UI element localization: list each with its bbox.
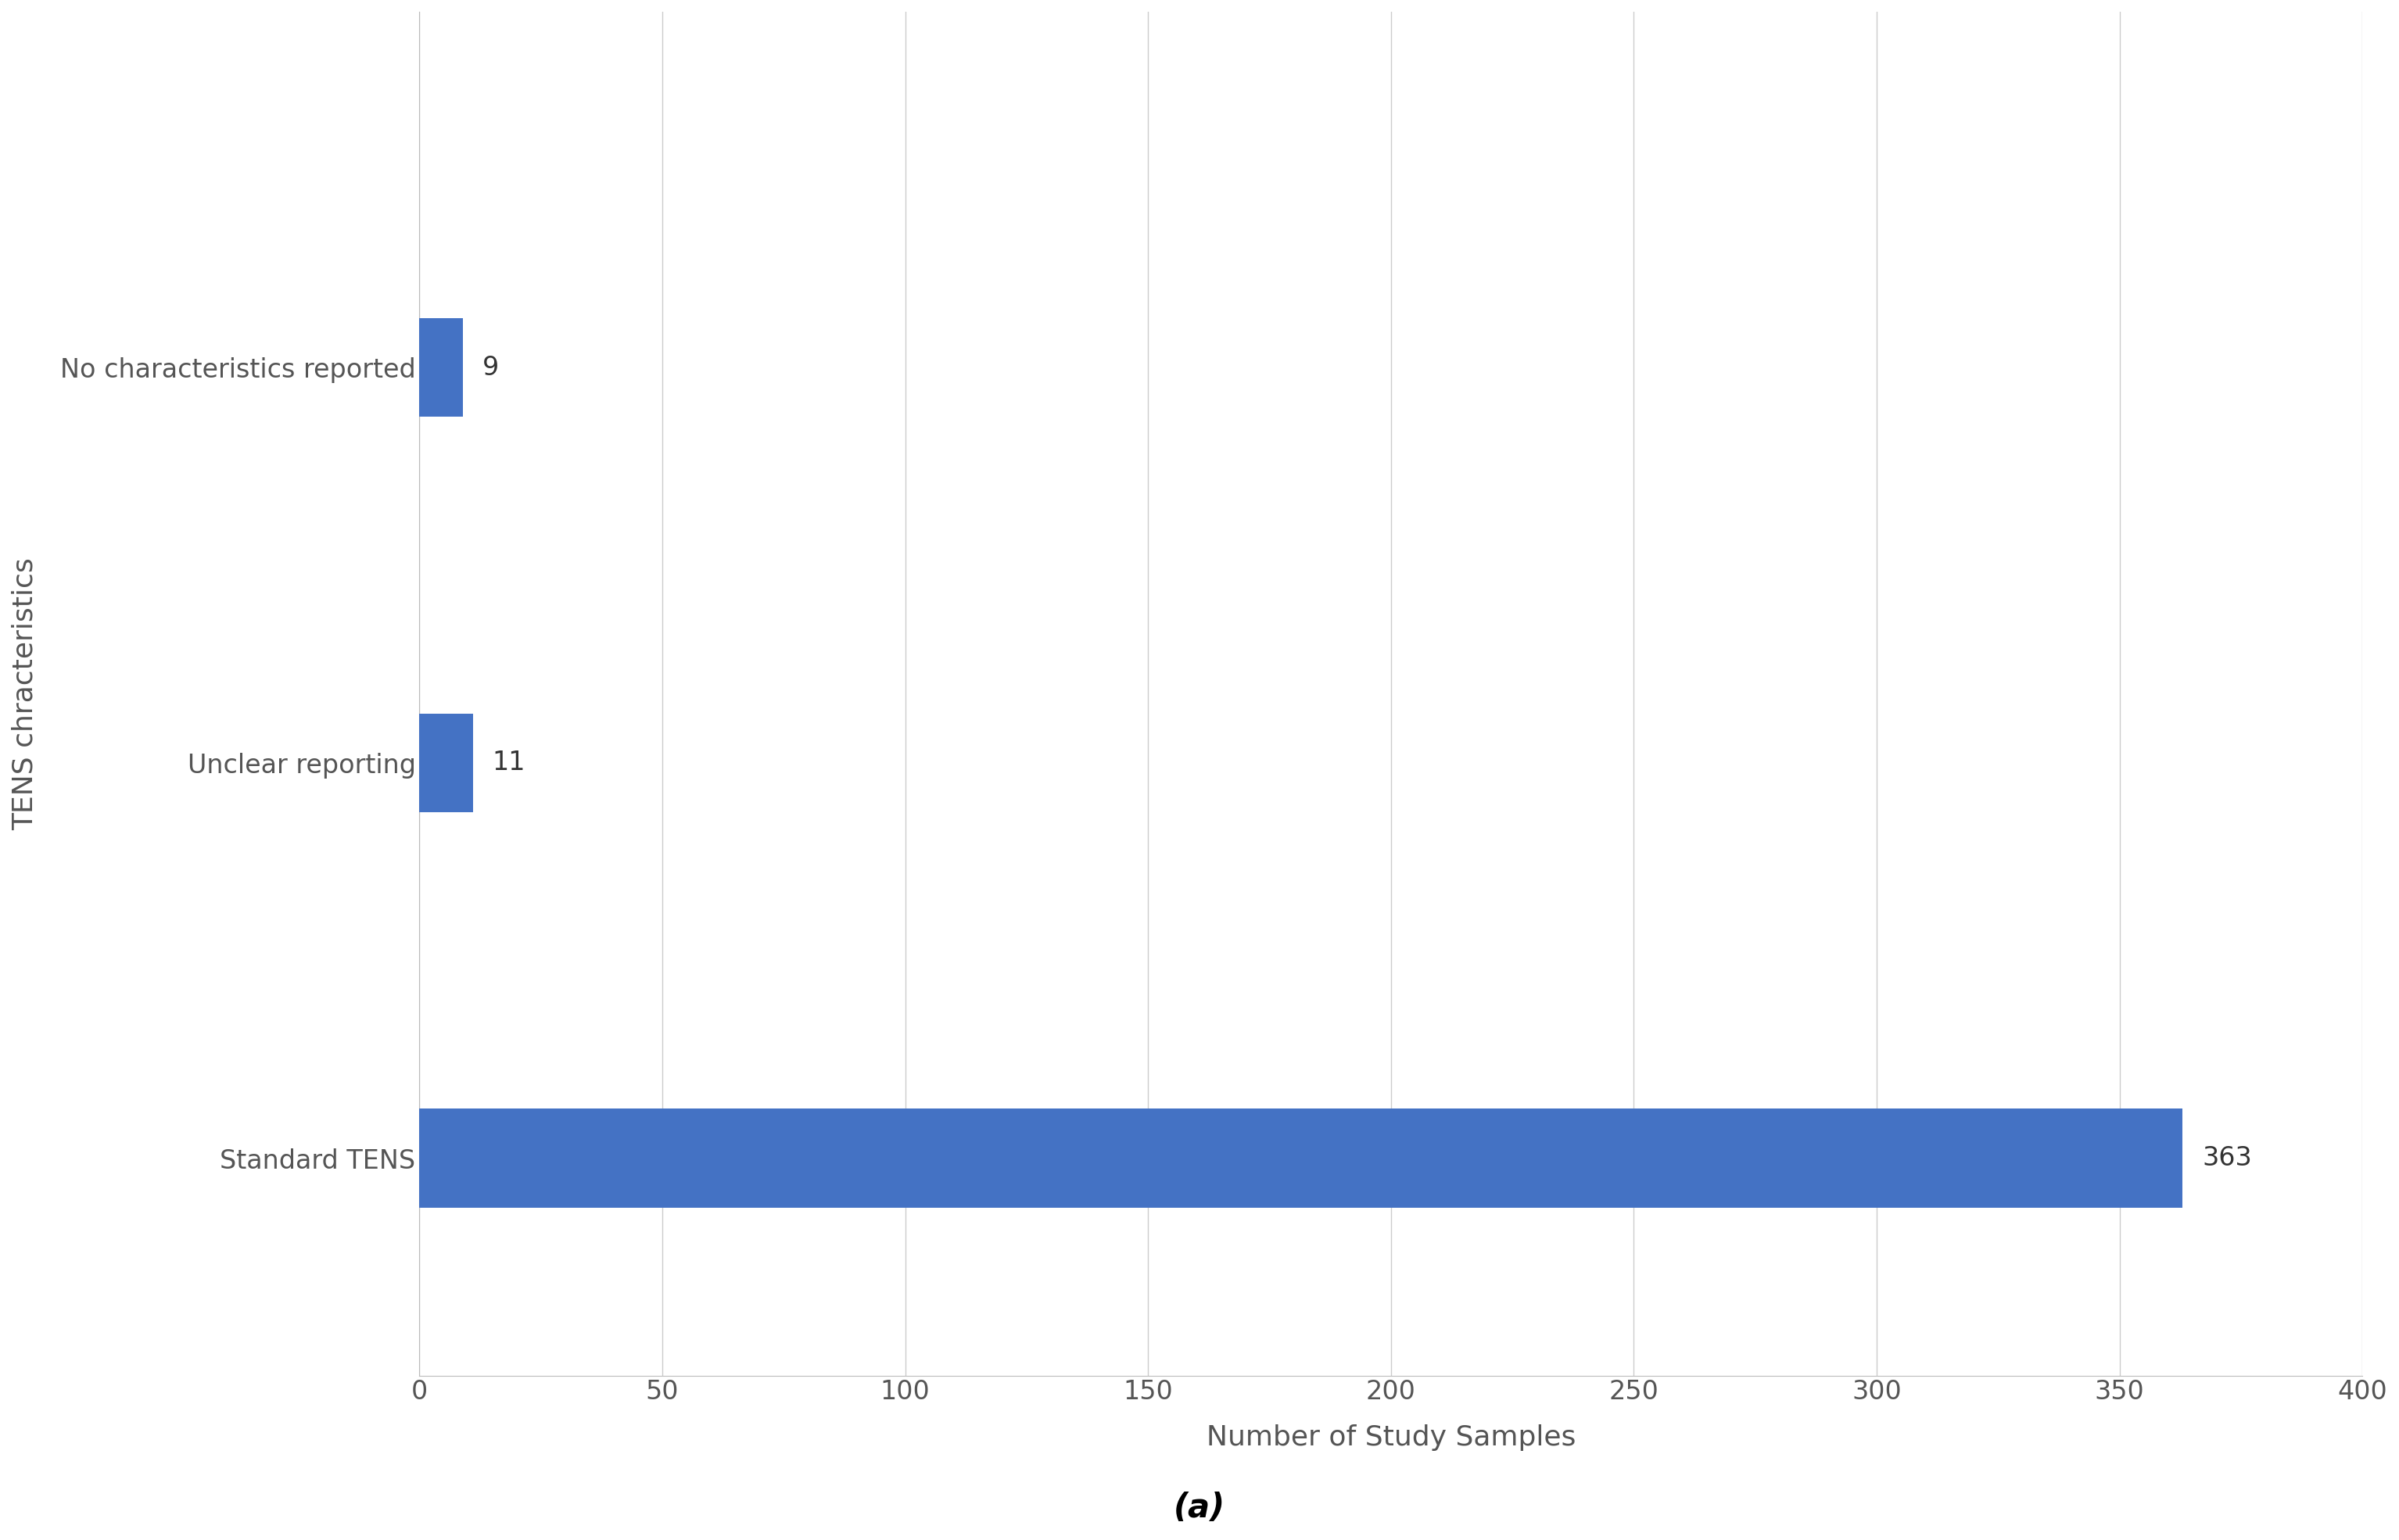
Bar [420, 713, 473, 812]
Bar [420, 319, 463, 417]
Text: 11: 11 [492, 750, 525, 776]
Text: (a): (a) [1173, 1492, 1226, 1525]
Bar [420, 1109, 2183, 1207]
Text: 363: 363 [2202, 1146, 2253, 1170]
Text: 9: 9 [482, 354, 499, 380]
X-axis label: Number of Study Samples: Number of Study Samples [1207, 1424, 1576, 1451]
Y-axis label: TENS chracteristics: TENS chracteristics [12, 557, 38, 830]
